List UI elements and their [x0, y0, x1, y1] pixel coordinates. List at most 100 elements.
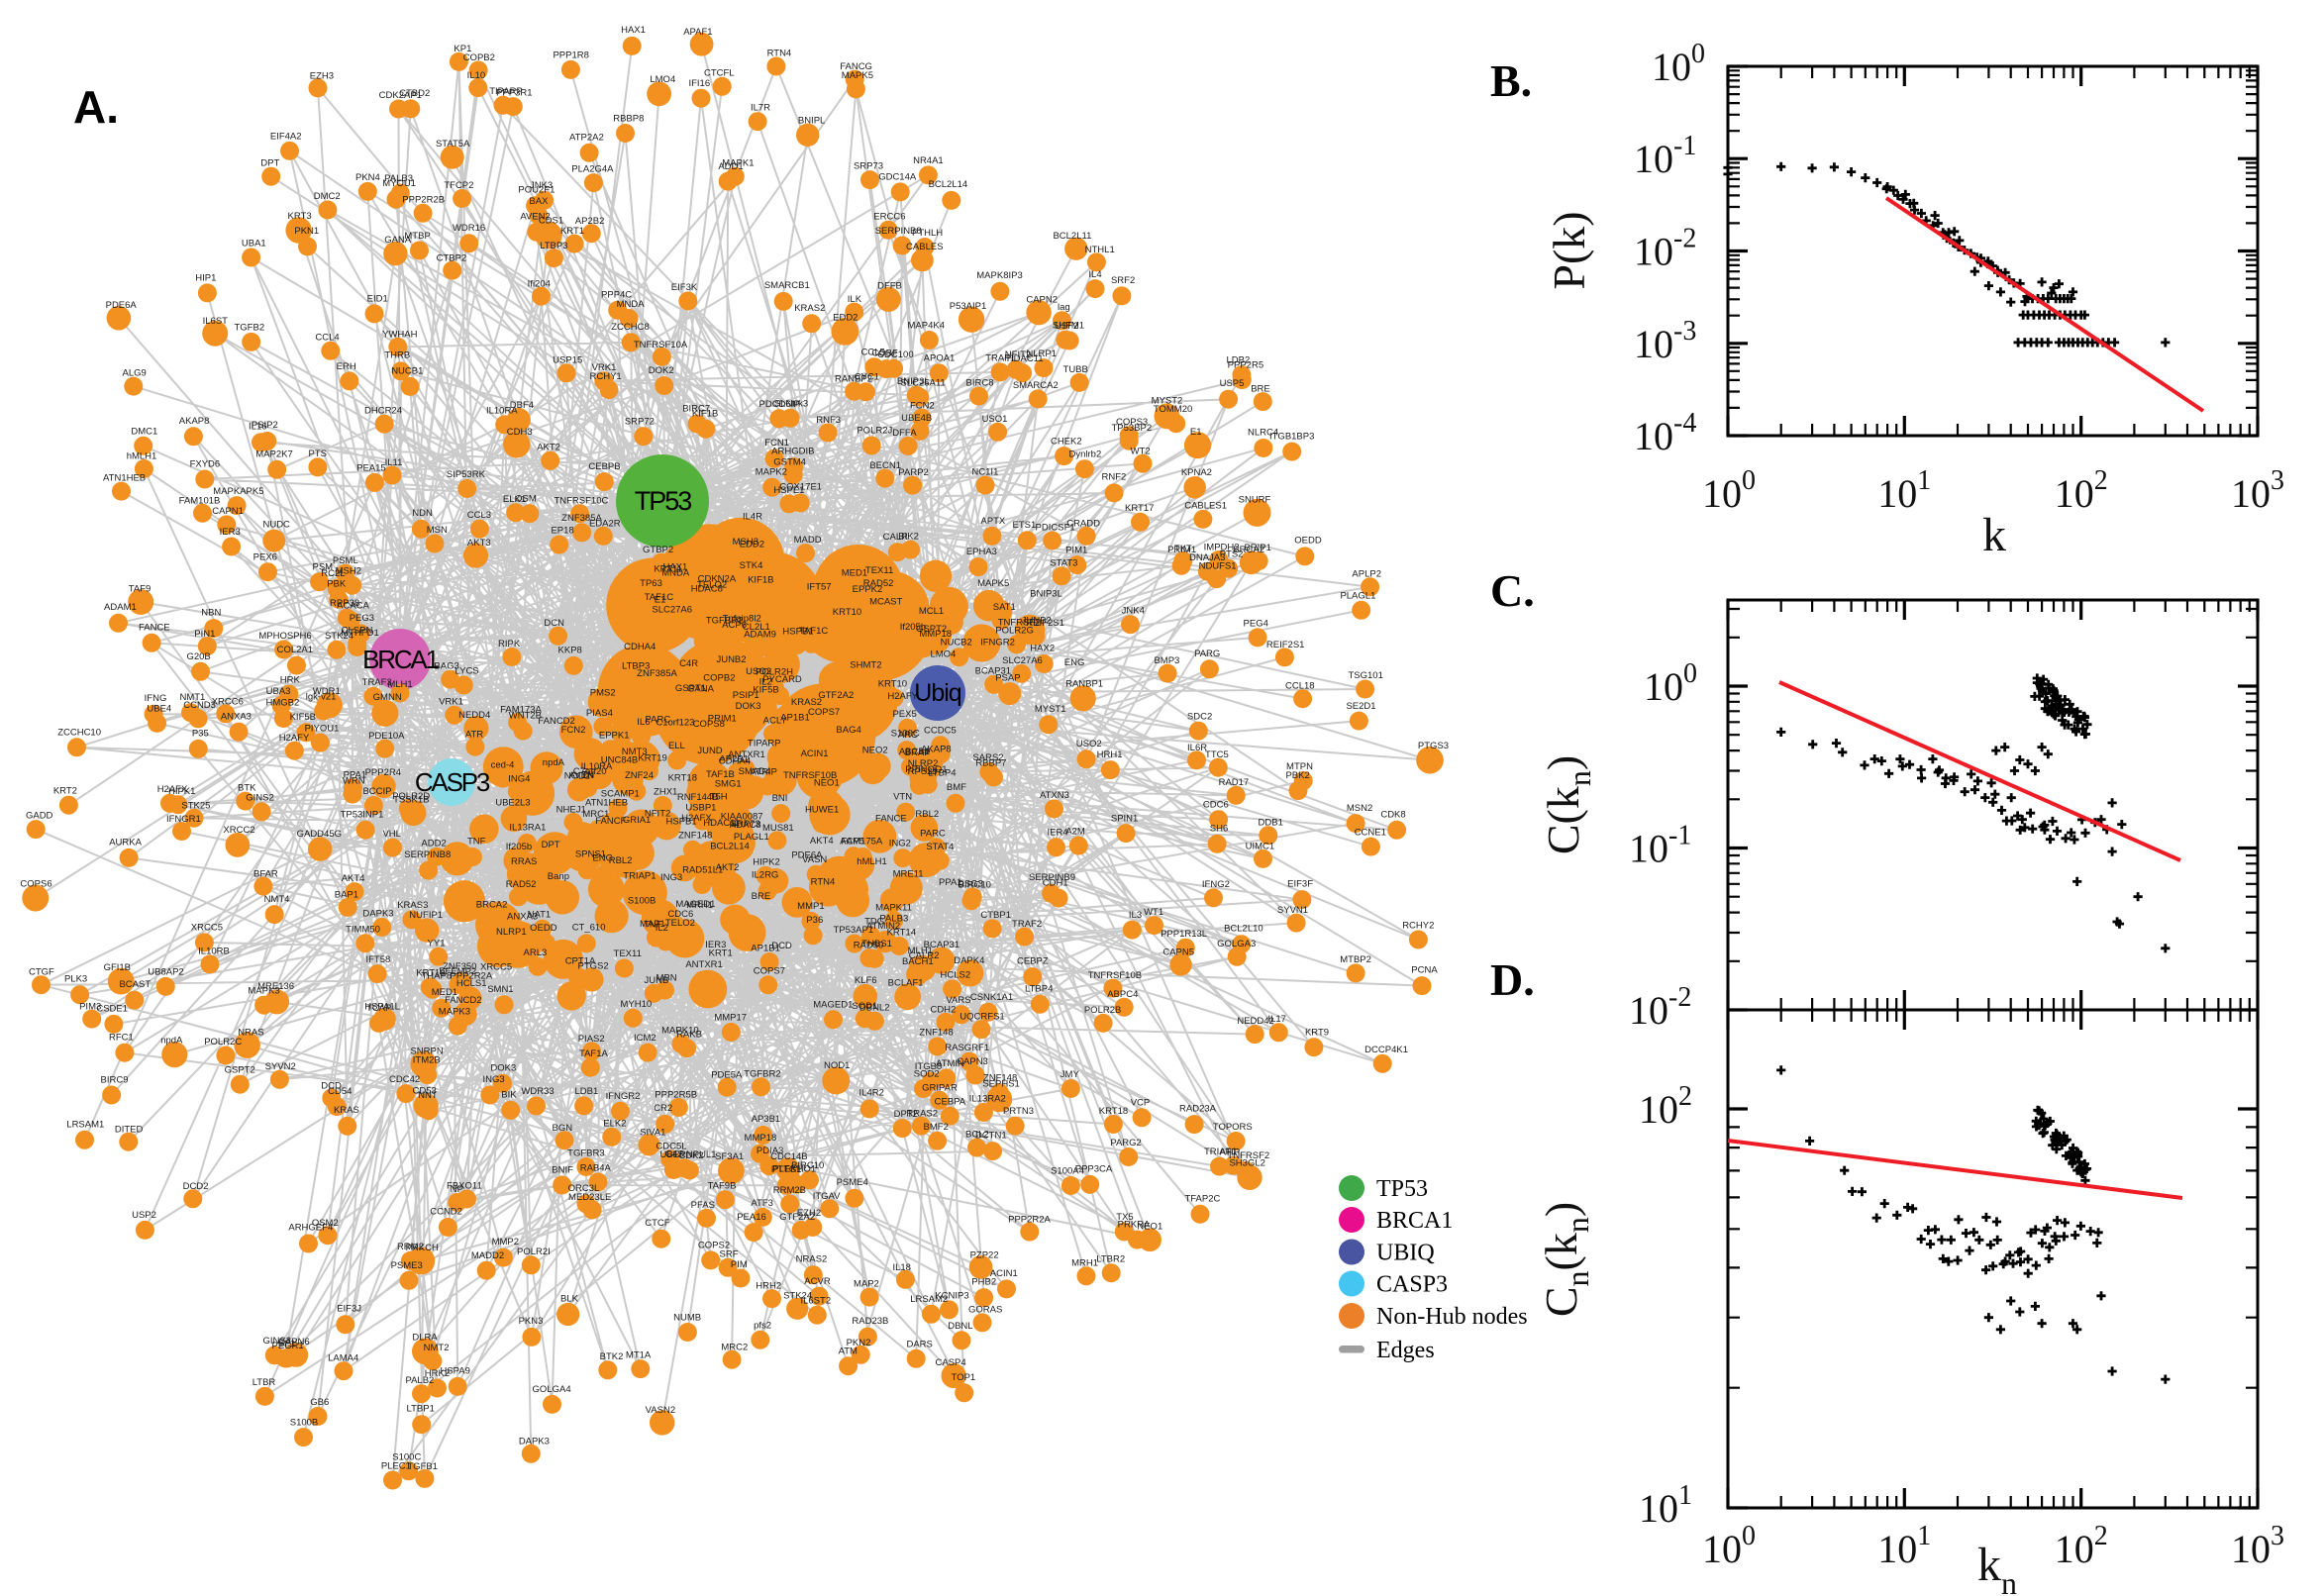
- svg-text:WDR1: WDR1: [313, 686, 341, 697]
- svg-text:COPS7: COPS7: [754, 965, 785, 976]
- svg-text:PARP2: PARP2: [898, 467, 928, 478]
- svg-text:SMARCA2: SMARCA2: [1013, 380, 1059, 391]
- svg-text:CDC5L: CDC5L: [656, 1142, 686, 1152]
- svg-text:SDC2: SDC2: [1187, 711, 1212, 722]
- svg-text:FCN1: FCN1: [764, 438, 789, 449]
- svg-text:XRCC6: XRCC6: [212, 696, 244, 707]
- svg-text:IL2: IL2: [759, 676, 772, 687]
- svg-text:CD54: CD54: [328, 1086, 352, 1097]
- svg-text:BIRC8: BIRC8: [966, 377, 994, 388]
- svg-text:FANCF: FANCF: [595, 816, 626, 827]
- svg-text:HAX1: HAX1: [662, 561, 687, 572]
- svg-text:TRAF1: TRAF1: [985, 352, 1015, 363]
- svg-text:PRIM1: PRIM1: [1167, 545, 1196, 555]
- svg-text:IL2: IL2: [656, 923, 668, 934]
- svg-text:TGFB1: TGFB1: [407, 1461, 438, 1472]
- svg-text:CAPN5: CAPN5: [1162, 947, 1194, 957]
- svg-text:USF2: USF2: [1055, 321, 1078, 332]
- svg-text:DLRA: DLRA: [412, 1333, 438, 1344]
- svg-text:MNDA: MNDA: [661, 568, 690, 579]
- svg-text:DARS: DARS: [906, 1339, 932, 1349]
- svg-text:PPP2R4: PPP2R4: [365, 767, 401, 778]
- svg-text:COL2A1: COL2A1: [277, 645, 313, 655]
- svg-text:CCL3: CCL3: [467, 510, 491, 521]
- svg-text:COPS6: COPS6: [20, 879, 51, 890]
- svg-text:Banp: Banp: [548, 871, 569, 882]
- svg-text:APOA1: APOA1: [924, 353, 956, 364]
- svg-text:UNC84B: UNC84B: [601, 755, 639, 766]
- svg-text:SOD1: SOD1: [852, 1001, 877, 1012]
- svg-text:PDCD6IP: PDCD6IP: [759, 399, 800, 410]
- svg-text:IL4: IL4: [1088, 269, 1101, 280]
- svg-text:MADD2: MADD2: [471, 1250, 504, 1261]
- svg-text:ELL: ELL: [668, 741, 685, 751]
- svg-text:EP18: EP18: [551, 525, 573, 536]
- svg-text:MMP18: MMP18: [745, 1133, 777, 1144]
- svg-text:BMF2: BMF2: [924, 1122, 949, 1133]
- svg-text:CTBP1: CTBP1: [980, 910, 1011, 921]
- svg-text:SERPINB8: SERPINB8: [404, 849, 451, 860]
- svg-text:NRAS: NRAS: [238, 1028, 263, 1039]
- svg-text:KIF1B: KIF1B: [748, 575, 773, 586]
- svg-text:MBN: MBN: [656, 973, 677, 984]
- svg-text:MRH1: MRH1: [1071, 1257, 1098, 1268]
- svg-text:ETS1: ETS1: [1013, 520, 1037, 531]
- svg-text:HRH2: HRH2: [756, 1281, 781, 1292]
- svg-text:BCL2L14: BCL2L14: [710, 842, 750, 852]
- svg-text:YWHAH: YWHAH: [382, 330, 418, 341]
- svg-text:TN: TN: [582, 769, 595, 780]
- svg-text:SPNS1: SPNS1: [575, 849, 606, 860]
- svg-text:ACVR: ACVR: [804, 1276, 831, 1287]
- svg-text:LMO4: LMO4: [650, 74, 675, 85]
- svg-text:CAPN2: CAPN2: [1026, 295, 1058, 306]
- svg-text:RTN4: RTN4: [811, 877, 836, 888]
- svg-text:SMN1: SMN1: [487, 984, 513, 995]
- svg-text:IFNGR2: IFNGR2: [980, 638, 1015, 648]
- svg-text:MED23LE: MED23LE: [568, 1192, 611, 1203]
- svg-text:NLRP1: NLRP1: [1026, 349, 1057, 359]
- svg-text:NOD1: NOD1: [824, 1060, 850, 1071]
- svg-text:DBNL: DBNL: [948, 1321, 972, 1332]
- svg-text:KKP8: KKP8: [558, 646, 582, 656]
- svg-text:ZNF148: ZNF148: [919, 1028, 953, 1039]
- svg-text:USP5: USP5: [1220, 378, 1245, 389]
- svg-text:AKAP8: AKAP8: [921, 744, 952, 754]
- svg-text:H2AFX: H2AFX: [157, 784, 188, 795]
- svg-text:BNIP3L: BNIP3L: [1030, 588, 1062, 599]
- svg-text:BRCA2: BRCA2: [476, 900, 508, 911]
- svg-text:SAT1: SAT1: [993, 602, 1016, 613]
- svg-text:BIRC10: BIRC10: [791, 1160, 824, 1171]
- svg-text:TP53BP2: TP53BP2: [1111, 423, 1152, 434]
- svg-text:TAF9: TAF9: [129, 584, 152, 595]
- svg-text:TEX11: TEX11: [614, 948, 642, 959]
- svg-text:COPS7: COPS7: [808, 707, 840, 718]
- svg-text:ATRIP: ATRIP: [751, 766, 777, 777]
- svg-text:CDS1: CDS1: [539, 216, 563, 227]
- svg-text:CDH1: CDH1: [1043, 877, 1068, 888]
- svg-text:ZCCHC8: ZCCHC8: [611, 322, 650, 333]
- svg-text:EPPK1: EPPK1: [599, 731, 630, 742]
- svg-text:RANBP2: RANBP2: [835, 374, 872, 385]
- svg-text:ARHGEF4: ARHGEF4: [288, 1223, 333, 1234]
- svg-text:PSME3: PSME3: [391, 1260, 423, 1271]
- svg-text:ACIN1: ACIN1: [801, 748, 829, 759]
- svg-text:ING4: ING4: [508, 773, 530, 784]
- svg-text:MAPK8IP3: MAPK8IP3: [976, 270, 1022, 281]
- svg-text:STAT4: STAT4: [926, 842, 954, 852]
- svg-text:KRT11: KRT11: [654, 564, 682, 575]
- svg-text:RTN4: RTN4: [767, 49, 792, 59]
- svg-text:CCL4: CCL4: [315, 333, 339, 344]
- svg-text:MTBP: MTBP: [404, 231, 430, 242]
- svg-text:RAD52: RAD52: [506, 879, 537, 890]
- svg-text:WDR33: WDR33: [521, 1086, 554, 1097]
- svg-text:lag: lag: [1058, 302, 1070, 313]
- svg-text:NFIT2: NFIT2: [645, 809, 670, 820]
- svg-text:NEO1: NEO1: [1137, 1222, 1162, 1233]
- svg-text:CABLES1: CABLES1: [1184, 501, 1227, 512]
- svg-text:CR2: CR2: [654, 1103, 672, 1114]
- svg-text:POLR2G: POLR2G: [995, 626, 1034, 637]
- svg-text:DFFA: DFFA: [892, 428, 917, 439]
- svg-text:NMT1: NMT1: [179, 692, 205, 703]
- svg-text:DMC1: DMC1: [131, 426, 157, 437]
- svg-text:TP63: TP63: [640, 578, 662, 589]
